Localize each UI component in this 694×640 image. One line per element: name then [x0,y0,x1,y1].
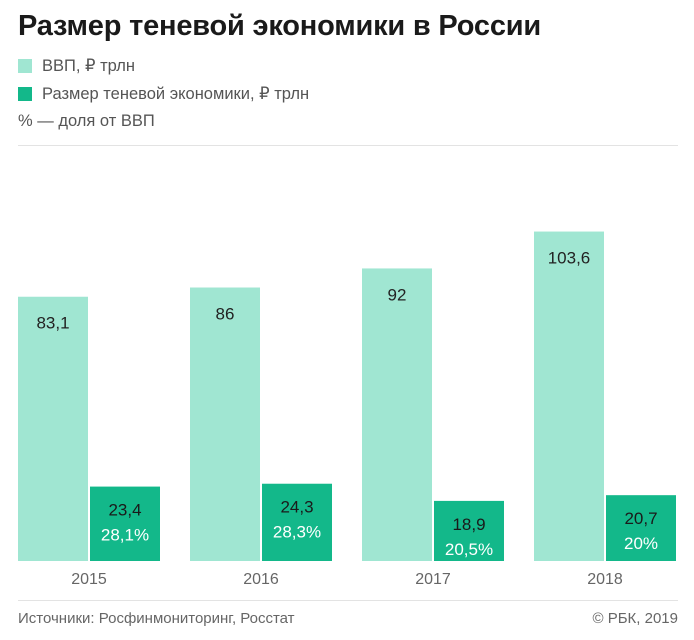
bar-gdp-2015 [18,296,88,561]
legend-label-gdp: ВВП, ₽ трлн [42,57,136,75]
chart-title: Размер теневой экономики в России [18,10,542,42]
label-shadow-2018: 20,7 [624,509,657,528]
bottom-divider [18,600,678,601]
x-tick-2016: 2016 [243,571,279,588]
label-gdp-2016: 86 [216,305,235,324]
label-share-2015: 28,1% [101,526,149,545]
legend-item-shadow: Размер теневой экономики, ₽ трлн [18,84,309,104]
legend-swatch-shadow [18,87,32,101]
label-shadow-2016: 24,3 [280,498,313,517]
label-gdp-2017: 92 [388,285,407,304]
legend-label-shadow: Размер теневой экономики, ₽ трлн [42,85,310,103]
copyright: © РБК, 2019 [592,610,678,627]
bar-shadow-2017 [434,500,504,561]
legend-swatch-gdp [18,59,32,73]
legend-note: % — доля от ВВП [18,112,155,130]
x-tick-2018: 2018 [587,571,623,588]
bar-shadow-2016 [262,483,332,561]
label-share-2016: 28,3% [273,523,321,542]
bar-gdp-2016 [190,287,260,561]
bar-gdp-2017 [362,268,432,561]
label-gdp-2015: 83,1 [36,314,69,333]
x-tick-2017: 2017 [415,571,451,588]
source-note: Источники: Росфинмониторинг, Росстат [18,610,295,627]
x-tick-2015: 2015 [71,571,107,588]
label-share-2018: 20% [624,534,658,553]
label-gdp-2018: 103,6 [548,249,591,268]
label-shadow-2015: 23,4 [108,501,141,520]
bar-shadow-2018 [606,495,676,561]
label-shadow-2017: 18,9 [452,515,485,534]
top-divider [18,145,678,146]
bar-shadow-2015 [90,486,160,561]
label-share-2017: 20,5% [445,540,493,559]
bar-gdp-2018 [534,231,604,561]
legend-item-gdp: ВВП, ₽ трлн [18,56,135,76]
